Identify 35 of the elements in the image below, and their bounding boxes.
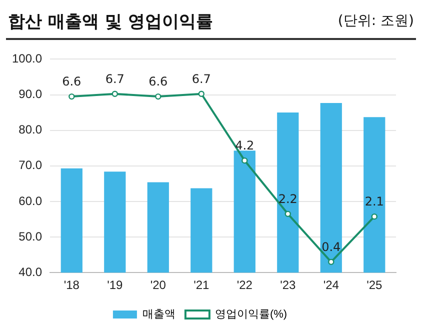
x-tick-label: '23 (280, 278, 296, 292)
point (242, 157, 248, 164)
point (284, 210, 291, 218)
chart-title: 합산 매출액 및 영업이익률 (8, 11, 213, 33)
data-label: 6.6 (148, 74, 168, 89)
point (112, 90, 118, 97)
y-tick-label: 80.0 (18, 122, 42, 137)
point (198, 90, 204, 97)
y-tick-label: 60.0 (18, 194, 42, 208)
data-label: 2.1 (364, 194, 384, 209)
point (155, 93, 162, 100)
x-tick-label: '21 (194, 278, 210, 292)
x-tick-label: '19 (107, 278, 124, 292)
point (371, 213, 378, 220)
data-label: 6.7 (105, 72, 124, 86)
x-tick-label: '18 (64, 278, 80, 292)
y-tick-label: 90.0 (18, 87, 42, 102)
x-tick-label: '20 (150, 278, 166, 292)
y-tick-label: 40.0 (18, 264, 42, 279)
data-label: 0.4 (322, 240, 341, 254)
data-label: 2.2 (278, 192, 298, 206)
y-tick-label: 50.0 (18, 229, 42, 244)
legend-label: 매출액 (142, 308, 176, 321)
y-tick-label: 70.0 (18, 158, 42, 172)
data-label: 6.6 (62, 74, 82, 89)
y-tick-label: 100.0 (12, 52, 42, 66)
x-tick-label: '22 (236, 278, 253, 292)
data-label: 6.7 (192, 72, 211, 86)
x-tick-label: '24 (323, 278, 340, 292)
legend-label: 영업이익률(%) (214, 308, 288, 321)
point (328, 258, 334, 266)
point (68, 93, 75, 100)
chart-subtitle: (단위: 조원) (338, 12, 414, 30)
x-tick-label: '25 (366, 278, 383, 292)
data-label: 4.2 (235, 138, 254, 153)
